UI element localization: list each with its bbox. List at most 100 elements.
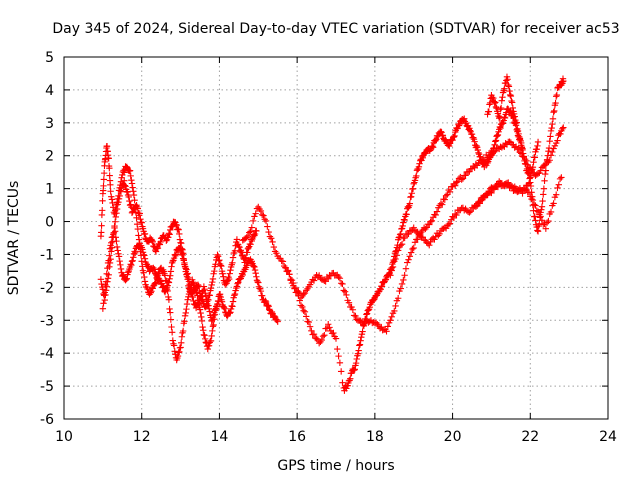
data-point [227,309,234,316]
data-point [391,307,398,315]
data-point [132,249,139,257]
data-point [451,132,458,140]
data-point [382,276,389,284]
data-point [509,104,516,112]
data-point [543,159,550,167]
data-point [286,271,293,278]
data-point [251,232,258,239]
data-point [206,292,213,299]
data-point [415,163,423,171]
data-point [152,248,160,255]
data-point [235,279,242,286]
data-point [292,284,300,292]
data-point [167,226,174,234]
data-point [540,221,547,228]
data-point [496,114,503,122]
data-point [265,228,272,236]
data-point [98,222,105,229]
data-point [108,248,115,255]
data-point [542,225,550,232]
data-point [113,243,121,251]
data-point [124,269,132,276]
data-point [252,270,259,277]
data-point [169,337,176,344]
data-point [343,385,350,392]
data-point [453,211,460,219]
data-point [216,293,223,300]
data-point [521,185,529,193]
data-point [151,266,158,273]
data-point [404,203,412,210]
x-tick-label: 24 [599,429,617,445]
data-point [449,136,456,144]
data-point [520,153,528,160]
data-point [401,216,408,224]
data-point [550,108,557,116]
data-point [438,129,445,136]
data-point [392,255,399,263]
data-point [491,141,498,149]
data-point [199,323,206,331]
data-point [201,285,208,293]
data-point [540,191,547,198]
data-point [325,275,332,283]
data-point [519,150,527,157]
data-point [318,336,325,344]
data-point [516,133,523,141]
data-point [278,257,285,265]
data-point [365,306,372,314]
data-point [473,142,480,150]
data-point [542,167,550,174]
data-point [558,174,565,181]
data-point [99,197,106,204]
data-point [466,127,474,134]
data-point [543,156,551,163]
data-point [396,231,404,238]
data-point [269,238,276,246]
data-point [356,341,364,348]
data-point [340,287,347,294]
data-point [130,254,137,261]
data-point [357,337,364,344]
data-point [116,192,123,200]
data-point [255,279,262,286]
data-point [335,352,342,360]
data-point [560,77,567,85]
data-point [431,236,438,243]
data-point [116,257,123,265]
data-point [505,83,513,90]
data-point [522,161,529,168]
data-point [148,237,156,244]
data-point [336,359,344,367]
data-point [244,232,252,240]
x-tick-label: 22 [521,429,539,445]
data-point [398,241,406,248]
data-point [348,303,355,311]
data-point [271,313,278,320]
data-point [105,257,112,264]
data-point [485,189,493,197]
data-point [105,155,112,162]
data-point [358,333,365,341]
data-point [497,124,504,132]
data-point [212,306,219,313]
data-point [462,172,469,179]
data-point [147,289,154,296]
data-point [484,190,491,197]
data-point [133,221,141,228]
data-point [111,224,118,232]
data-point [229,259,236,267]
data-point [270,243,278,251]
data-point [108,193,115,200]
data-point [189,278,197,286]
data-point [273,249,280,257]
data-point [117,261,124,269]
data-point [102,281,109,289]
data-point [233,283,241,290]
data-point [139,246,146,253]
data-point [315,272,323,279]
data-point [231,292,238,299]
data-point [353,355,360,363]
data-point [350,366,358,374]
